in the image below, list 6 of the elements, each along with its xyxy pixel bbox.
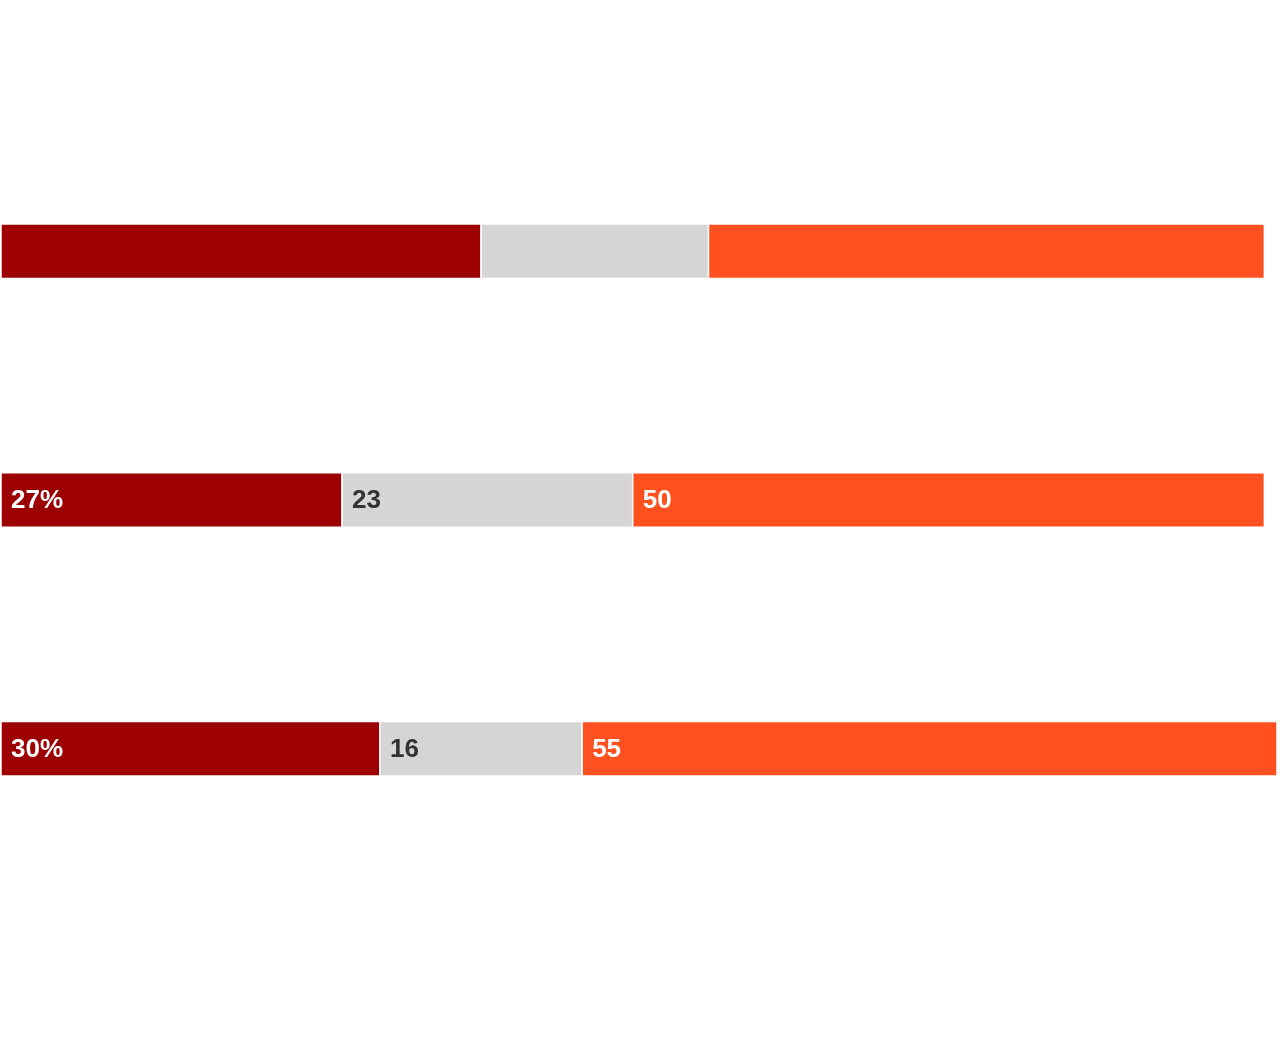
- data-label: 23: [352, 484, 382, 514]
- data-label: 55: [592, 732, 622, 763]
- data-label: 16: [390, 732, 419, 763]
- data-label: 30%: [11, 732, 64, 763]
- data-label: 27%: [11, 484, 64, 514]
- data-label: 50: [642, 484, 672, 514]
